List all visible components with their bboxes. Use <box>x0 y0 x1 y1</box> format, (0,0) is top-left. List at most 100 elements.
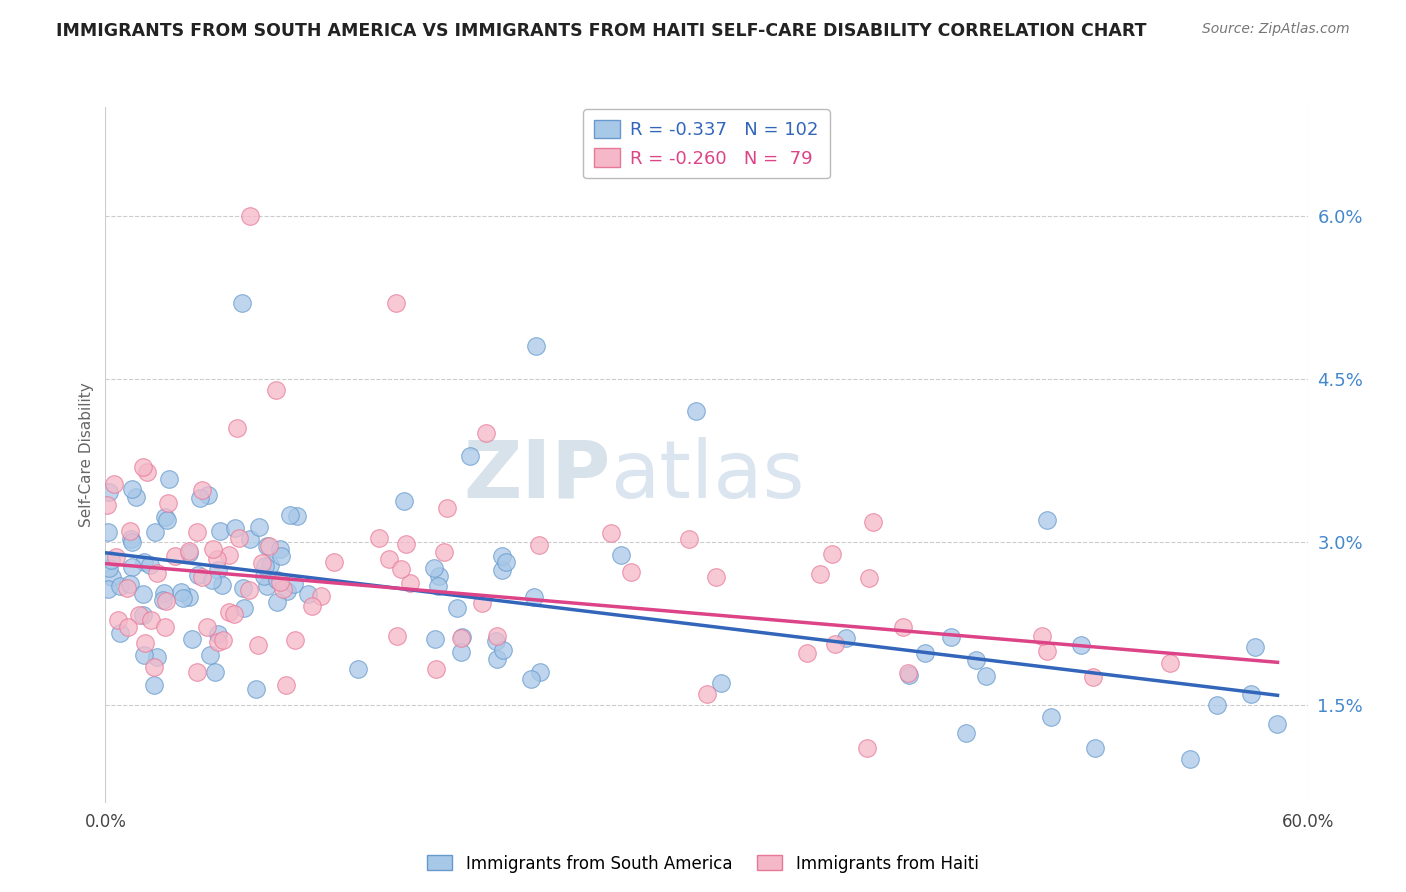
Point <box>323 555 346 569</box>
Point <box>115 581 138 595</box>
Point <box>696 687 718 701</box>
Point <box>1265 717 1288 731</box>
Point <box>710 676 733 690</box>
Point <box>204 665 226 679</box>
Point <box>177 590 200 604</box>
Point <box>187 567 209 582</box>
Point <box>495 555 517 569</box>
Point <box>965 653 987 667</box>
Point <box>266 573 288 587</box>
Point <box>132 648 155 663</box>
Point <box>834 632 856 646</box>
Point <box>491 549 513 564</box>
Point <box>238 583 260 598</box>
Point <box>427 569 450 583</box>
Point <box>118 576 141 591</box>
Point <box>256 579 278 593</box>
Point <box>218 548 240 562</box>
Point <box>132 459 155 474</box>
Point <box>271 582 294 596</box>
Point <box>1243 640 1265 654</box>
Point <box>1081 670 1104 684</box>
Point <box>97 582 120 597</box>
Point <box>283 577 305 591</box>
Point <box>163 549 186 564</box>
Point <box>529 665 551 680</box>
Point <box>139 558 162 572</box>
Point <box>955 725 977 739</box>
Point <box>610 548 633 562</box>
Point <box>450 631 472 645</box>
Point <box>485 633 508 648</box>
Point <box>155 513 177 527</box>
Point <box>198 648 221 662</box>
Text: ZIP: ZIP <box>463 437 610 515</box>
Point <box>897 668 920 682</box>
Point <box>139 613 162 627</box>
Point <box>121 482 143 496</box>
Point <box>197 488 219 502</box>
Point <box>389 562 412 576</box>
Point <box>201 573 224 587</box>
Point <box>108 579 131 593</box>
Point <box>136 465 159 479</box>
Point <box>205 551 228 566</box>
Point <box>436 500 458 515</box>
Point <box>172 591 194 605</box>
Point <box>100 553 122 567</box>
Point <box>1084 740 1107 755</box>
Point <box>527 538 550 552</box>
Point <box>471 596 494 610</box>
Point <box>247 520 270 534</box>
Point <box>425 662 447 676</box>
Point <box>269 574 291 589</box>
Point <box>450 645 472 659</box>
Point <box>264 383 287 397</box>
Point <box>367 531 389 545</box>
Point <box>274 678 297 692</box>
Point <box>97 485 120 500</box>
Point <box>259 558 281 572</box>
Point <box>128 607 150 622</box>
Point <box>309 589 332 603</box>
Point <box>491 563 513 577</box>
Point <box>245 681 267 696</box>
Point <box>247 638 270 652</box>
Point <box>153 510 176 524</box>
Point <box>207 635 229 649</box>
Point <box>224 521 246 535</box>
Point <box>226 421 249 435</box>
Point <box>190 570 212 584</box>
Point <box>179 546 201 560</box>
Point <box>188 491 211 505</box>
Point <box>270 549 292 564</box>
Point <box>283 632 305 647</box>
Point <box>301 599 323 613</box>
Point <box>285 508 308 523</box>
Point <box>104 549 127 564</box>
Legend: R = -0.337   N = 102, R = -0.260   N =  79: R = -0.337 N = 102, R = -0.260 N = 79 <box>583 109 830 178</box>
Point <box>239 532 262 546</box>
Point <box>1036 513 1059 527</box>
Point <box>218 605 240 619</box>
Point <box>186 524 208 539</box>
Point <box>97 525 120 540</box>
Point <box>207 627 229 641</box>
Point <box>399 575 422 590</box>
Point <box>143 524 166 539</box>
Point <box>392 494 415 508</box>
Point <box>120 532 142 546</box>
Point <box>855 741 877 756</box>
Point <box>202 542 225 557</box>
Point <box>252 557 274 571</box>
Point <box>1206 698 1229 712</box>
Point <box>385 295 408 310</box>
Point <box>524 339 547 353</box>
Point <box>125 490 148 504</box>
Point <box>212 633 235 648</box>
Point <box>939 630 962 644</box>
Point <box>976 669 998 683</box>
Point <box>276 583 298 598</box>
Point <box>207 562 229 576</box>
Point <box>1040 710 1063 724</box>
